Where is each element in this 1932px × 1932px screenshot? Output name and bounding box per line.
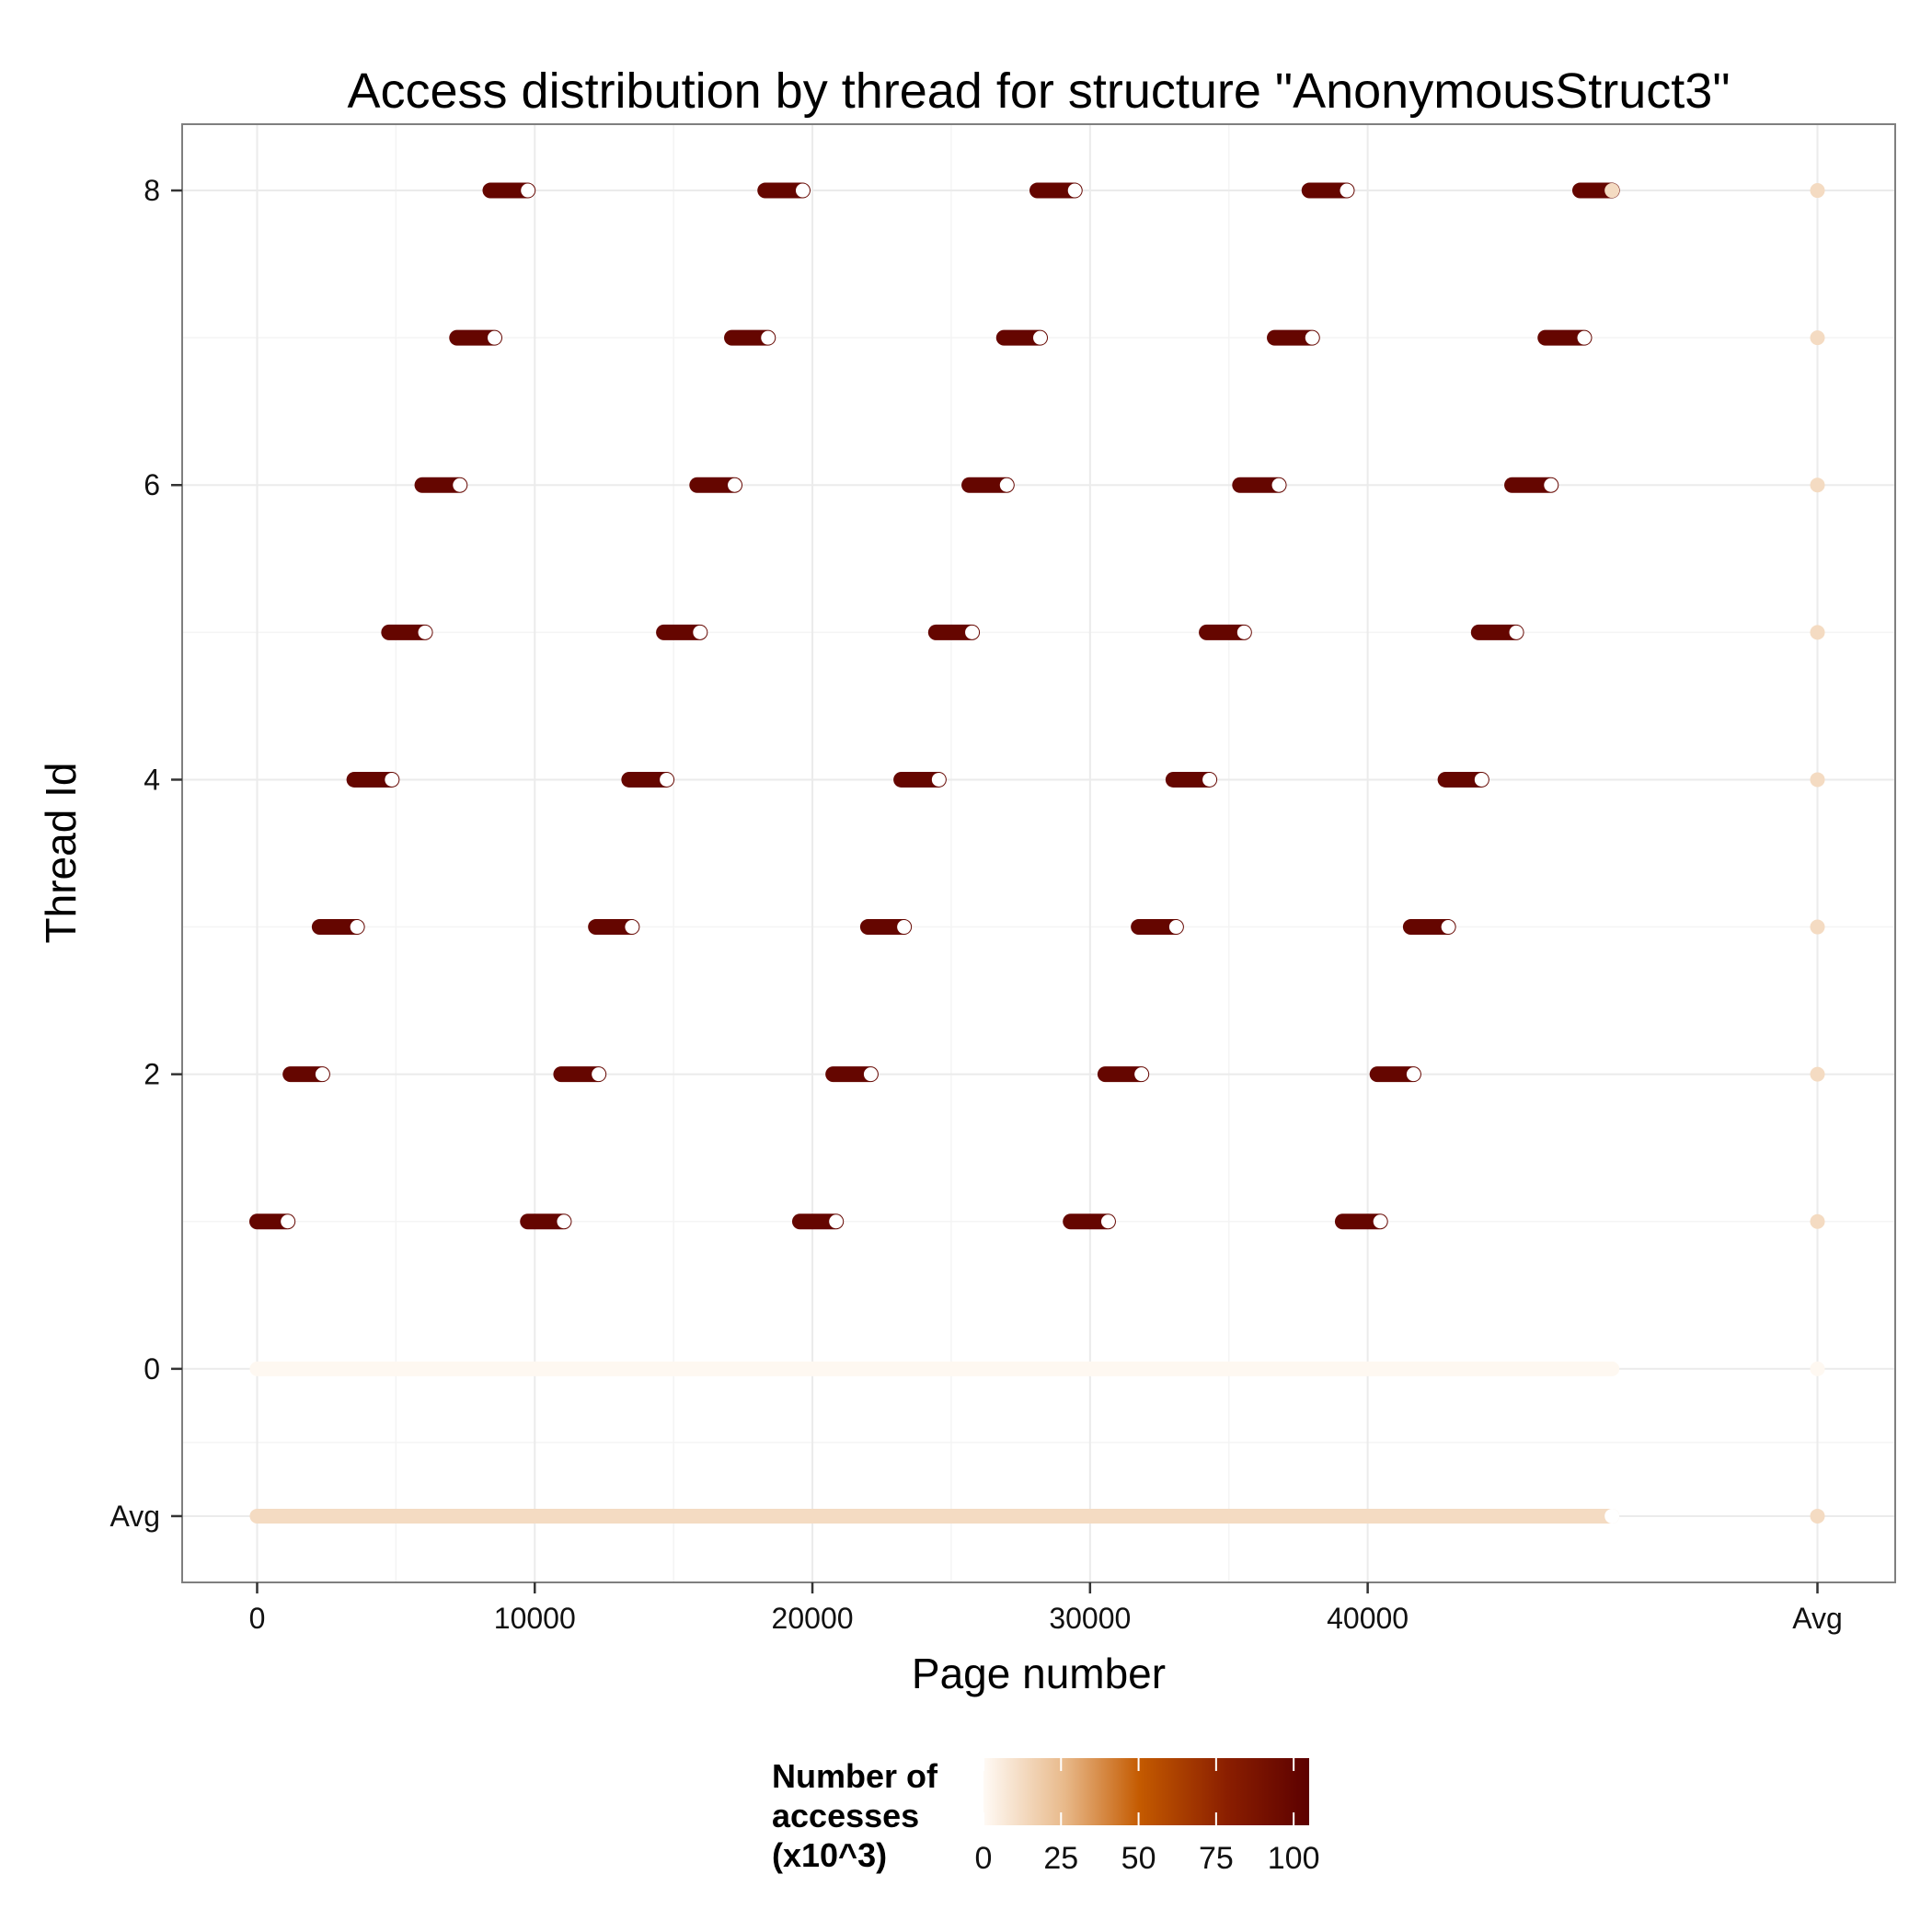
segment-end-point — [863, 1067, 878, 1082]
segment-end-point — [761, 330, 776, 345]
avg-column-point — [1810, 625, 1825, 640]
segment-end-point — [897, 920, 912, 935]
legend-title-line-2: accesses — [772, 1797, 919, 1834]
legend-tick-label: 0 — [975, 1841, 993, 1876]
segment-end-point — [557, 1214, 571, 1229]
segment-end-point — [1033, 330, 1048, 345]
segment-end-point — [1236, 625, 1251, 639]
segment-end-point — [1544, 477, 1558, 492]
legend: Number of accesses (x10^3) 0 25 50 75 100 — [772, 1757, 1320, 1876]
segment-end-point — [931, 772, 946, 787]
avg-column-point — [1810, 772, 1825, 788]
segment-end-point — [795, 183, 810, 198]
avg-column-point — [1810, 1213, 1825, 1229]
segment-end-point — [1474, 772, 1489, 787]
data-layer — [248, 182, 1825, 1524]
row-end-point — [1604, 1508, 1620, 1524]
legend-colorbar — [983, 1758, 1309, 1825]
segment-end-point — [1577, 330, 1592, 345]
y-tick-label: 8 — [144, 174, 160, 207]
avg-column-point — [1810, 183, 1825, 199]
avg-column-point — [1810, 1508, 1825, 1524]
segment-end-point — [1067, 183, 1082, 198]
legend-tick-label: 50 — [1121, 1841, 1156, 1876]
chart-title: Access distribution by thread for struct… — [347, 63, 1730, 119]
segment-end-point — [453, 477, 467, 492]
legend-tick-label: 25 — [1043, 1841, 1078, 1876]
segment-end-point — [728, 477, 742, 492]
legend-tick-label: 100 — [1268, 1841, 1320, 1876]
segment-end-point — [418, 625, 432, 639]
segment-end-point — [829, 1214, 844, 1229]
segment-end-point — [521, 183, 535, 198]
segment-end-point — [1441, 920, 1455, 935]
legend-ticks: 0 25 50 75 100 — [975, 1758, 1320, 1876]
axes: 0 10000 20000 30000 40000 Avg Avg 0 2 4 6 8 — [109, 174, 1842, 1635]
segment-end-point — [488, 330, 502, 345]
segment-end-point — [1100, 1214, 1115, 1229]
segment-end-point — [1202, 772, 1217, 787]
y-tick-label: 6 — [144, 468, 160, 501]
segment-end-point — [693, 625, 707, 639]
x-tick-label: 40000 — [1327, 1602, 1409, 1635]
avg-column-point — [1810, 919, 1825, 935]
segment-end-point — [350, 920, 364, 935]
legend-tick-label: 75 — [1199, 1841, 1234, 1876]
avg-column-point — [1810, 1361, 1825, 1376]
y-tick-label: 4 — [144, 763, 160, 796]
plot-panel — [181, 123, 1896, 1583]
segment-end-point — [660, 772, 674, 787]
segment-end-point — [592, 1067, 606, 1082]
legend-title-line-1: Number of — [772, 1757, 938, 1795]
segment-end-point — [1305, 330, 1319, 345]
segment-end-point — [999, 477, 1014, 492]
segment-end-point — [1168, 920, 1183, 935]
avg-column-point — [1810, 477, 1825, 493]
segment-end-point — [625, 920, 639, 935]
segment-end-point — [1406, 1067, 1420, 1082]
x-axis-title: Page number — [912, 1650, 1166, 1697]
segment-end-point — [315, 1067, 329, 1082]
x-tick-label: 0 — [249, 1602, 266, 1635]
y-tick-label: Avg — [109, 1500, 160, 1533]
x-tick-label: 30000 — [1049, 1602, 1131, 1635]
x-tick-label: 20000 — [772, 1602, 854, 1635]
segment-end-point — [1134, 1067, 1149, 1082]
segment-end-point — [1340, 183, 1354, 198]
max-page-point — [1604, 183, 1620, 199]
avg-column-point — [1810, 1066, 1825, 1082]
avg-column-point — [1810, 330, 1825, 346]
y-axis-title: Thread Id — [37, 763, 85, 944]
segment-end-point — [1373, 1214, 1387, 1229]
legend-title-line-3: (x10^3) — [772, 1836, 887, 1874]
segment-end-point — [965, 625, 980, 639]
segment-end-point — [385, 772, 399, 787]
segment-end-point — [1271, 477, 1286, 492]
y-tick-label: 0 — [144, 1352, 160, 1386]
y-tick-label: 2 — [144, 1058, 160, 1091]
segment-end-point — [281, 1214, 295, 1229]
x-tick-label: Avg — [1792, 1602, 1843, 1635]
segment-end-point — [1509, 625, 1524, 639]
x-tick-label: 10000 — [494, 1602, 576, 1635]
